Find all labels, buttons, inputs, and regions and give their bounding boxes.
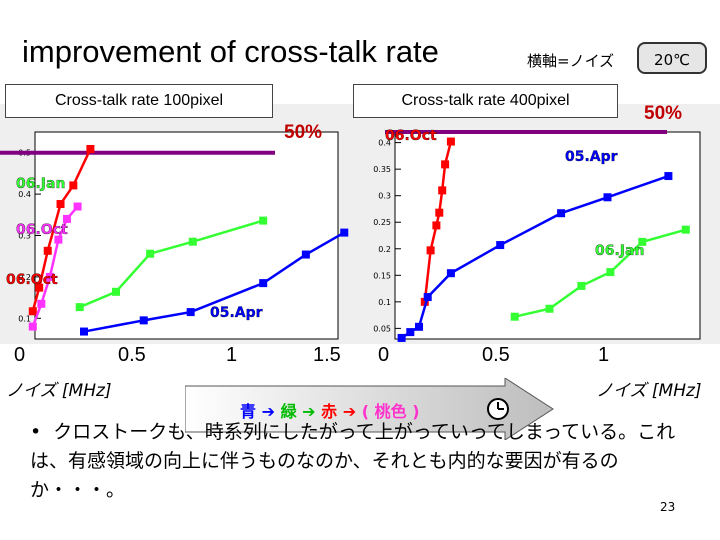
chart-100-xtick: 1.5	[313, 344, 341, 366]
series-label: 06.Jan	[595, 243, 644, 259]
y-tick-label: 0.05	[373, 324, 391, 333]
right-arrow-icon: ➔	[261, 402, 275, 421]
data-point	[510, 312, 519, 321]
chart-100-xtick: 0.5	[118, 344, 146, 366]
data-point	[45, 272, 54, 281]
chart-400pixel: 0.05 0.1 0.15 0.2 0.25 0.3 0.35 0.4 06.Oct 06.Ja…	[355, 104, 720, 344]
data-point	[415, 322, 423, 331]
data-point	[664, 172, 673, 181]
y-tick-label: 0.1	[378, 298, 391, 307]
data-point	[340, 228, 349, 237]
data-point	[112, 287, 120, 296]
chart-100-limit-label: 50%	[284, 122, 323, 143]
clock-icon	[487, 398, 509, 420]
data-point	[56, 200, 65, 209]
legend-green: 緑	[280, 402, 297, 421]
data-point	[603, 193, 612, 202]
data-point	[446, 269, 455, 278]
page-number: 23	[660, 500, 676, 514]
data-point	[86, 144, 95, 153]
chart-100-xtick: 1	[226, 344, 238, 366]
data-point	[435, 208, 444, 217]
data-point	[37, 299, 46, 308]
chart-400-xtick: 0	[378, 344, 390, 366]
time-order-legend: 青 ➔ 緑 ➔ 赤 ➔ ( 桃色 )	[240, 398, 420, 422]
data-point	[606, 268, 615, 277]
y-tick-label: 0.4	[18, 190, 31, 199]
data-point	[139, 316, 148, 325]
data-point	[28, 322, 37, 331]
data-point	[80, 327, 88, 336]
y-tick-label: 0.25	[373, 218, 391, 227]
y-tick-label: 0.2	[378, 245, 391, 254]
data-point	[301, 250, 310, 259]
legend-blue: 青	[240, 402, 257, 421]
bullet-comment: • クロストークも、時系列にしたがって上がっていってしまっている。これは、有感領…	[30, 418, 710, 505]
right-arrow-icon: ➔	[342, 402, 357, 421]
y-tick-label: 0.1	[18, 314, 31, 323]
data-point	[438, 186, 447, 195]
y-tick-label: 0.3	[18, 232, 31, 241]
data-point	[557, 209, 566, 218]
y-tick-label: 0.15	[373, 271, 391, 280]
series-label: 05.Apr	[210, 305, 263, 321]
legend-red: 赤	[321, 402, 338, 421]
axis-note: 横軸=ノイズ	[527, 52, 615, 70]
data-point	[75, 303, 84, 312]
data-point	[432, 221, 441, 230]
data-point	[423, 293, 432, 302]
time-order-arrow	[185, 378, 554, 440]
chart-100-title: Cross-talk rate 100pixel	[5, 84, 273, 118]
right-arrow-icon: ➔	[302, 402, 316, 421]
data-point	[28, 307, 37, 316]
chart-400-limit-label: 50%	[644, 103, 683, 124]
chart-400-title: Cross-talk rate 400pixel	[353, 84, 618, 118]
data-point	[426, 246, 435, 255]
chart-400-xtick: 0.5	[482, 344, 510, 366]
data-point	[186, 308, 195, 317]
series-line	[514, 228, 687, 318]
series-label: 05.Apr	[565, 149, 618, 165]
chart-100-xlabel: ノイズ [MHz]	[6, 381, 112, 401]
data-point	[545, 304, 554, 313]
data-point	[638, 237, 647, 246]
data-point	[69, 181, 78, 190]
bullet-text: クロストークも、時系列にしたがって上がっていってしまっている。これは、有感領域の…	[30, 421, 676, 501]
bullet-icon: •	[30, 421, 54, 443]
y-tick-label: 0.4	[378, 139, 391, 148]
data-point	[54, 235, 63, 244]
y-tick-label: 0.35	[373, 165, 391, 174]
data-point	[441, 160, 450, 169]
data-point	[188, 237, 197, 246]
data-point	[446, 137, 455, 146]
y-tick-label: 0.3	[378, 192, 391, 201]
y-tick-label: 0.2	[18, 273, 31, 282]
chart-100-xtick: 0	[14, 344, 26, 366]
series-line	[83, 231, 345, 333]
legend-pink: ( 桃色 )	[361, 402, 420, 421]
series-label: 06.Oct	[385, 128, 437, 144]
data-point	[259, 279, 268, 288]
data-point	[259, 216, 268, 225]
data-point	[577, 281, 586, 290]
data-point	[62, 214, 71, 223]
data-point	[146, 249, 155, 258]
data-point	[406, 328, 415, 337]
data-point	[420, 297, 429, 306]
chart-400-xtick: 1	[598, 344, 610, 366]
data-point	[496, 241, 505, 250]
data-point	[35, 283, 44, 292]
series-label: 06.Jan	[16, 176, 65, 192]
chart-400-xlabel: ノイズ [MHz]	[596, 381, 702, 401]
data-point	[397, 333, 406, 342]
slide-title: improvement of cross-talk rate	[22, 34, 439, 69]
series-label: 06.Oct	[16, 222, 68, 238]
temperature-badge: 20℃	[637, 42, 707, 74]
data-point	[681, 225, 690, 234]
data-point	[43, 246, 52, 255]
series-label: 06.Oct	[6, 272, 58, 288]
data-point	[73, 202, 82, 211]
